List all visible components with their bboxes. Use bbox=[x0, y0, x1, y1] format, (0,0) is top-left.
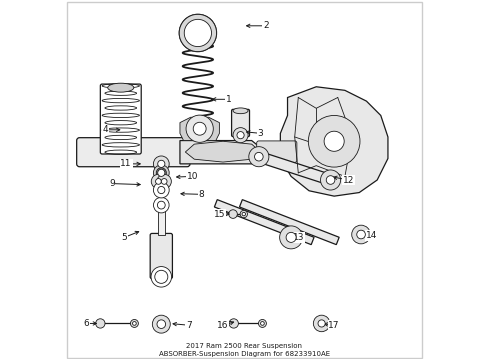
Circle shape bbox=[285, 232, 296, 242]
Polygon shape bbox=[257, 152, 331, 185]
Circle shape bbox=[320, 170, 340, 190]
Circle shape bbox=[228, 210, 237, 219]
Circle shape bbox=[193, 122, 206, 135]
Text: 8: 8 bbox=[198, 190, 204, 199]
Polygon shape bbox=[280, 87, 387, 196]
Circle shape bbox=[155, 179, 161, 184]
Text: 2: 2 bbox=[263, 21, 268, 30]
Circle shape bbox=[157, 174, 171, 189]
Ellipse shape bbox=[233, 108, 247, 114]
Circle shape bbox=[184, 19, 211, 46]
Circle shape bbox=[130, 319, 138, 327]
Circle shape bbox=[132, 321, 136, 325]
Circle shape bbox=[179, 14, 216, 51]
Text: 3: 3 bbox=[257, 129, 263, 138]
Circle shape bbox=[151, 266, 171, 287]
Polygon shape bbox=[214, 200, 313, 245]
Polygon shape bbox=[185, 141, 260, 162]
Text: 5: 5 bbox=[121, 233, 127, 242]
Bar bbox=[158, 205, 164, 235]
Circle shape bbox=[155, 270, 167, 283]
FancyBboxPatch shape bbox=[256, 141, 296, 162]
Circle shape bbox=[240, 210, 247, 218]
Circle shape bbox=[153, 197, 169, 213]
Circle shape bbox=[254, 152, 263, 161]
Text: 6: 6 bbox=[83, 319, 89, 328]
Circle shape bbox=[228, 319, 238, 328]
Text: 11: 11 bbox=[120, 159, 132, 168]
Circle shape bbox=[153, 165, 169, 181]
FancyBboxPatch shape bbox=[150, 233, 172, 279]
Circle shape bbox=[237, 132, 244, 139]
Text: 10: 10 bbox=[186, 172, 198, 181]
FancyBboxPatch shape bbox=[231, 109, 249, 136]
Circle shape bbox=[156, 168, 166, 178]
Circle shape bbox=[190, 25, 205, 41]
Circle shape bbox=[152, 315, 170, 333]
Circle shape bbox=[242, 212, 245, 216]
Polygon shape bbox=[239, 200, 339, 245]
Circle shape bbox=[258, 319, 266, 327]
Text: 4: 4 bbox=[102, 125, 108, 134]
Circle shape bbox=[313, 315, 329, 332]
Circle shape bbox=[179, 14, 216, 51]
Circle shape bbox=[248, 147, 268, 167]
Circle shape bbox=[158, 169, 164, 176]
Polygon shape bbox=[180, 117, 219, 140]
Circle shape bbox=[356, 230, 365, 239]
Circle shape bbox=[233, 128, 247, 143]
Circle shape bbox=[260, 321, 264, 325]
Text: 15: 15 bbox=[213, 210, 224, 219]
Circle shape bbox=[325, 176, 334, 184]
Circle shape bbox=[153, 156, 169, 172]
Text: 13: 13 bbox=[292, 233, 304, 242]
FancyBboxPatch shape bbox=[100, 84, 141, 154]
Circle shape bbox=[96, 319, 105, 328]
Circle shape bbox=[317, 320, 325, 327]
Circle shape bbox=[151, 174, 165, 189]
Text: 2017 Ram 2500 Rear Suspension
ABSORBER-Suspension Diagram for 68233910AE: 2017 Ram 2500 Rear Suspension ABSORBER-S… bbox=[159, 343, 329, 357]
Circle shape bbox=[357, 231, 363, 237]
Circle shape bbox=[308, 116, 359, 167]
Text: 1: 1 bbox=[225, 95, 231, 104]
Circle shape bbox=[153, 182, 169, 198]
Circle shape bbox=[324, 131, 344, 151]
Circle shape bbox=[158, 186, 164, 194]
Ellipse shape bbox=[107, 83, 134, 92]
Circle shape bbox=[157, 320, 165, 328]
Text: 9: 9 bbox=[109, 179, 115, 188]
Circle shape bbox=[287, 234, 294, 240]
Circle shape bbox=[279, 226, 302, 249]
Text: 12: 12 bbox=[342, 176, 353, 185]
Circle shape bbox=[351, 225, 369, 244]
Polygon shape bbox=[180, 140, 265, 164]
Text: 7: 7 bbox=[185, 321, 191, 330]
Circle shape bbox=[158, 160, 164, 167]
Circle shape bbox=[185, 115, 213, 142]
Text: 17: 17 bbox=[328, 321, 339, 330]
Text: 16: 16 bbox=[217, 321, 228, 330]
FancyBboxPatch shape bbox=[77, 138, 190, 167]
Text: 14: 14 bbox=[366, 231, 377, 240]
Circle shape bbox=[157, 201, 165, 209]
Circle shape bbox=[161, 179, 167, 184]
